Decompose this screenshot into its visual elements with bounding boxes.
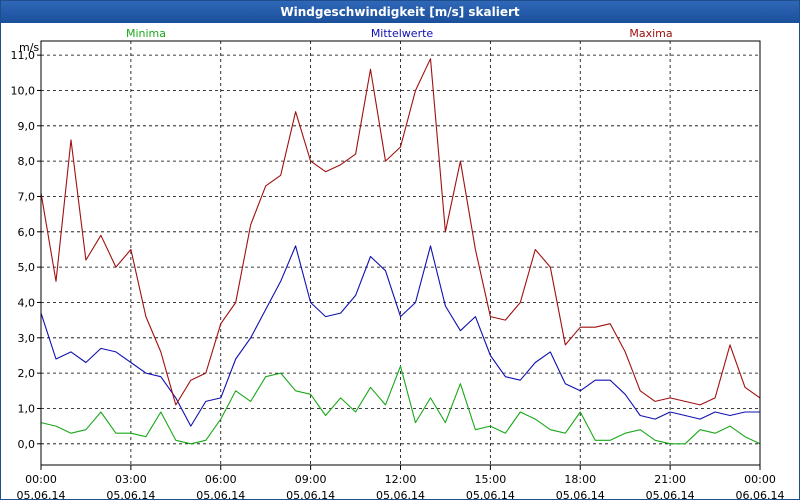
x-tick-label-date: 05.06.14 — [106, 489, 155, 499]
x-tick-label-date: 05.06.14 — [196, 489, 245, 499]
y-tick-label: 5,0 — [18, 261, 36, 274]
plot-frame — [40, 40, 761, 466]
y-tick-label: 3,0 — [18, 332, 36, 345]
series-line-mittelwerte — [40, 245, 760, 427]
y-tick-label: 9,0 — [18, 120, 36, 133]
y-tick-label: 7,0 — [18, 190, 36, 203]
grid-lines — [41, 41, 760, 465]
x-tick-label-time: 18:00 — [564, 473, 596, 486]
series-line-minima — [40, 365, 761, 445]
x-tick-label-date: 06.06.14 — [736, 489, 785, 499]
x-tick-label-date: 05.06.14 — [17, 489, 66, 499]
x-tick-label-time: 15:00 — [475, 473, 507, 486]
x-tick-label-date: 05.06.14 — [556, 489, 605, 499]
plot-area: 0,0 1,0 2,0 3,0 4,0 5,0 6,0 7,0 8,0 9,0 10,0 11,0 00… — [1, 23, 799, 502]
x-tick-label-time: 00:00 — [25, 473, 57, 486]
y-tick-label: 11,0 — [11, 49, 36, 62]
x-tick-label-time: 06:00 — [205, 473, 237, 486]
x-tick-label-time: 21:00 — [654, 473, 686, 486]
x-tick-label-date: 05.06.14 — [646, 489, 695, 499]
axes — [37, 40, 761, 470]
y-tick-label: 0,0 — [18, 438, 36, 451]
series-lines — [40, 58, 761, 445]
axis-labels: 0,0 1,0 2,0 3,0 4,0 5,0 6,0 7,0 8,0 9,0 10,0 11,0 00… — [11, 27, 785, 502]
y-tick-label: 2,0 — [18, 367, 36, 380]
x-tick-label-date: 05.06.14 — [466, 489, 515, 499]
series-line-maxima — [40, 58, 761, 406]
window-title: Windgeschwindigkeit [m/s] skaliert — [1, 1, 799, 23]
legend-minima: Minima — [126, 27, 166, 40]
legend-maxima: Maxima — [629, 27, 672, 40]
y-tick-label: 8,0 — [18, 155, 36, 168]
x-tick-label-time: 12:00 — [385, 473, 417, 486]
y-tick-label: 6,0 — [18, 226, 36, 239]
legend-mittelwerte: Mittelwerte — [371, 27, 434, 40]
y-axis-unit-label: m/s — [19, 41, 39, 54]
x-tick-label-date: 05.06.14 — [286, 489, 335, 499]
wind-speed-chart: 0,0 1,0 2,0 3,0 4,0 5,0 6,0 7,0 8,0 9,0 10,0 11,0 00… — [11, 27, 785, 502]
y-tick-label: 10,0 — [11, 84, 36, 97]
x-tick-label-time: 09:00 — [295, 473, 327, 486]
x-tick-label-time: 03:00 — [115, 473, 147, 486]
y-tick-label: 1,0 — [18, 402, 36, 415]
x-tick-label-date: 05.06.14 — [376, 489, 425, 499]
y-tick-label: 4,0 — [18, 296, 36, 309]
x-tick-label-time: 00:00 — [744, 473, 776, 486]
